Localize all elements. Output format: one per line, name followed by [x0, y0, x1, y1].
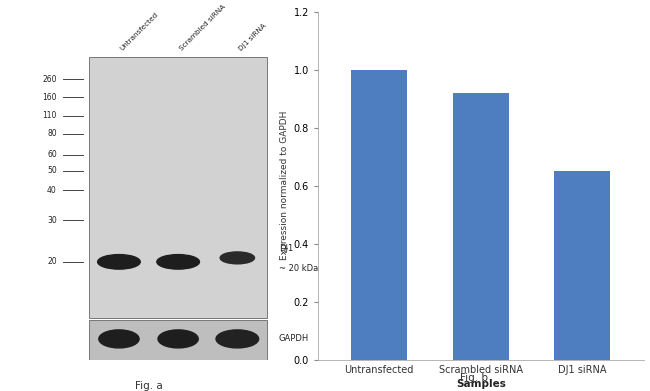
- Text: Fig. a: Fig. a: [135, 380, 162, 391]
- Text: 260: 260: [42, 75, 57, 84]
- Text: 80: 80: [47, 129, 57, 138]
- Ellipse shape: [158, 330, 198, 348]
- Text: GAPDH: GAPDH: [279, 334, 309, 343]
- Text: 160: 160: [42, 93, 57, 102]
- Text: Scrambled siRNA: Scrambled siRNA: [178, 4, 226, 52]
- Bar: [554, 171, 610, 360]
- Text: 110: 110: [42, 111, 57, 120]
- Ellipse shape: [220, 252, 255, 264]
- Text: Untransfected: Untransfected: [119, 11, 159, 52]
- Ellipse shape: [216, 330, 259, 348]
- Ellipse shape: [157, 255, 200, 269]
- Text: 50: 50: [47, 166, 57, 175]
- Ellipse shape: [99, 330, 139, 348]
- Text: 60: 60: [47, 151, 57, 160]
- Text: ~ 20 kDa: ~ 20 kDa: [279, 264, 318, 273]
- Y-axis label: Expression normalized to GAPDH: Expression normalized to GAPDH: [280, 111, 289, 260]
- Text: DJ1: DJ1: [279, 244, 293, 253]
- Ellipse shape: [98, 255, 140, 269]
- FancyBboxPatch shape: [89, 57, 267, 318]
- Bar: [351, 70, 407, 360]
- X-axis label: Samples: Samples: [456, 379, 506, 389]
- Text: 40: 40: [47, 186, 57, 195]
- Bar: [453, 93, 509, 360]
- FancyBboxPatch shape: [89, 320, 267, 360]
- Text: 20: 20: [47, 257, 57, 266]
- Text: 30: 30: [47, 215, 57, 224]
- Text: DJ1 siRNA: DJ1 siRNA: [237, 22, 267, 52]
- Text: Fig. b: Fig. b: [460, 373, 489, 383]
